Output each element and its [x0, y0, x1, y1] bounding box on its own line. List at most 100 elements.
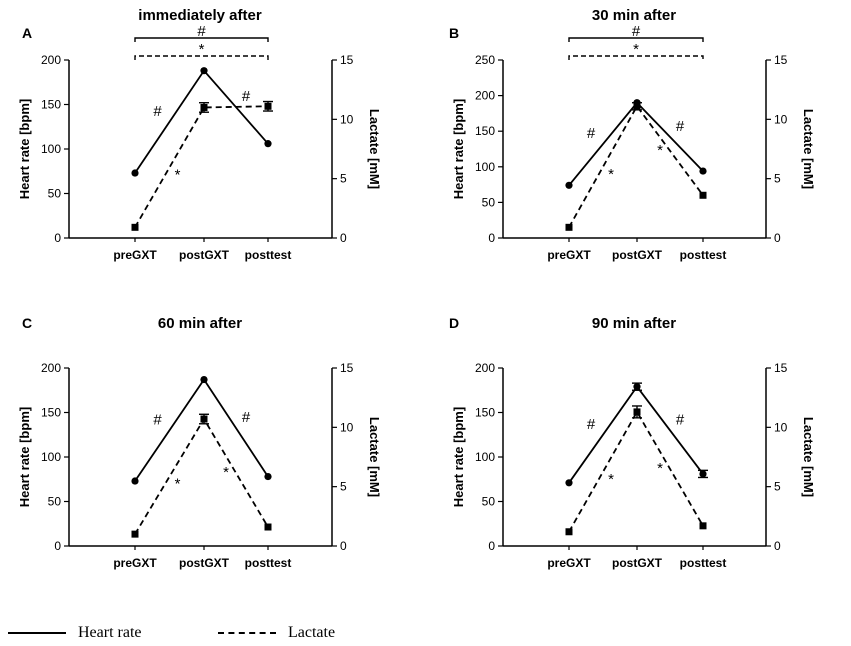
panel-a: immediately after A 0 50 100 150 200 0 5 10 15 preG…	[17, 7, 382, 262]
lactate-point	[264, 102, 272, 110]
bracket-mark: #	[197, 23, 206, 40]
heart-rate-point	[200, 375, 208, 384]
y2-axis-label: Lactate [mM]	[801, 109, 816, 189]
right-tick-label: 15	[774, 361, 788, 375]
right-tick-label: 5	[340, 172, 347, 186]
significance-bracket	[568, 37, 704, 42]
heart-rate-point	[699, 470, 707, 478]
right-tick-label: 10	[340, 112, 354, 126]
right-tick-label: 0	[340, 231, 347, 245]
right-tick-label: 10	[774, 112, 788, 126]
panel-title: immediately after	[138, 7, 262, 24]
heart-rate-point	[699, 167, 707, 175]
category-label: preGXT	[547, 248, 591, 262]
left-tick-label: 150	[41, 98, 61, 112]
heart-rate-line	[568, 385, 704, 484]
y-axis-label: Heart rate [bpm]	[17, 407, 32, 507]
left-tick-label: 50	[48, 187, 62, 201]
y-axis-label: Heart rate [bpm]	[451, 99, 466, 199]
panel-title: 90 min after	[592, 315, 676, 332]
bracket-mark: *	[633, 41, 639, 58]
panel-title: 30 min after	[592, 7, 676, 24]
lactate-point	[131, 223, 139, 231]
category-label: preGXT	[113, 556, 157, 570]
left-tick-label: 50	[482, 495, 496, 509]
right-tick-label: 15	[340, 361, 354, 375]
y2-axis-label: Lactate [mM]	[367, 417, 382, 497]
panel-d: 90 min after D 0 50 100 150 200 0 5 10 15 preGXT pos…	[449, 315, 816, 570]
right-tick-label: 10	[340, 420, 354, 434]
left-tick-label: 200	[41, 361, 61, 375]
lactate-point	[699, 191, 707, 199]
left-tick-label: 200	[475, 89, 495, 103]
panel-b: 30 min after B 0 50 100 150 200 250 0 5 10 15 preGXT…	[449, 7, 816, 262]
left-tick-label: 50	[48, 495, 62, 509]
lactate-point	[200, 415, 208, 423]
heart-rate-line	[134, 377, 269, 482]
left-tick-label: 100	[41, 450, 61, 464]
panel-c: 60 min after C 0 50 100 150 200 0 5 10 15 preGXT pos…	[17, 315, 382, 570]
panel-label: A	[22, 25, 32, 41]
right-tick-label: 0	[774, 539, 781, 553]
significance-mark: #	[587, 125, 596, 142]
significance-mark: #	[587, 416, 596, 433]
heart-rate-line	[134, 69, 269, 174]
lactate-point	[633, 102, 641, 110]
panel-label: B	[449, 25, 459, 41]
left-tick-label: 0	[54, 231, 61, 245]
lactate-point	[699, 522, 707, 530]
bracket-mark: #	[632, 23, 641, 40]
heart-rate-point	[131, 169, 139, 177]
left-tick-label: 0	[54, 539, 61, 553]
bracket-mark: *	[199, 41, 205, 58]
significance-mark: #	[676, 118, 685, 135]
lactate-line	[134, 417, 269, 535]
significance-mark: #	[153, 103, 162, 120]
lactate-point	[633, 408, 641, 416]
left-tick-label: 150	[41, 406, 61, 420]
category-label: preGXT	[113, 248, 157, 262]
panel-title: 60 min after	[158, 315, 242, 332]
significance-bracket	[568, 55, 704, 60]
right-tick-label: 15	[340, 53, 354, 67]
category-label: postGXT	[179, 248, 230, 262]
legend-dashed-line	[218, 632, 276, 634]
category-label: posttest	[680, 556, 727, 570]
right-tick-label: 0	[774, 231, 781, 245]
right-tick-label: 5	[340, 480, 347, 494]
legend-heart-rate: Heart rate	[8, 620, 142, 646]
left-tick-label: 100	[41, 142, 61, 156]
significance-mark: *	[608, 471, 614, 488]
heart-rate-line	[568, 101, 704, 186]
heart-rate-point	[264, 140, 272, 148]
lactate-point	[565, 528, 573, 536]
y-axis-label: Heart rate [bpm]	[451, 407, 466, 507]
panel-label: C	[22, 315, 32, 331]
left-tick-label: 0	[488, 231, 495, 245]
y2-axis-label: Lactate [mM]	[801, 417, 816, 497]
panel-label: D	[449, 315, 459, 331]
category-label: posttest	[680, 248, 727, 262]
significance-mark: *	[223, 464, 229, 481]
lactate-line	[134, 105, 269, 228]
significance-mark: #	[153, 411, 162, 428]
significance-mark: *	[608, 166, 614, 183]
right-tick-label: 15	[774, 53, 788, 67]
significance-mark: *	[175, 166, 181, 183]
heart-rate-point	[565, 181, 573, 189]
category-label: preGXT	[547, 556, 591, 570]
right-tick-label: 5	[774, 480, 781, 494]
heart-rate-point	[200, 67, 208, 75]
significance-mark: #	[242, 409, 251, 426]
significance-mark: #	[242, 88, 251, 105]
left-tick-label: 150	[475, 406, 495, 420]
category-label: posttest	[245, 556, 292, 570]
category-label: postGXT	[612, 556, 663, 570]
significance-mark: *	[657, 142, 663, 159]
left-tick-label: 200	[41, 53, 61, 67]
lactate-point	[131, 530, 139, 538]
left-tick-label: 100	[475, 160, 495, 174]
significance-mark: *	[657, 460, 663, 477]
right-tick-label: 0	[340, 539, 347, 553]
